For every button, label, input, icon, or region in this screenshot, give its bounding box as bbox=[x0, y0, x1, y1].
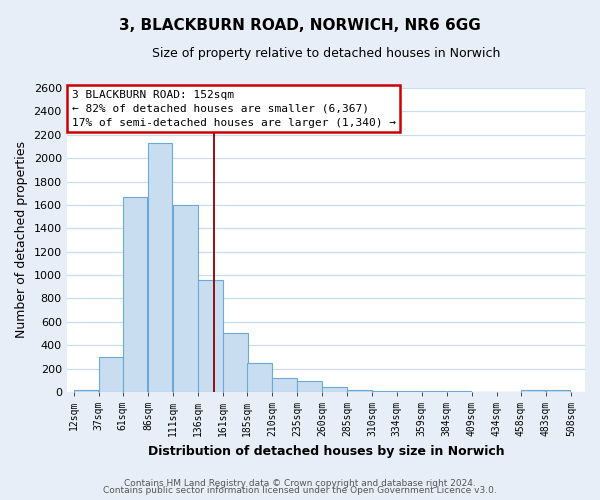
Title: Size of property relative to detached houses in Norwich: Size of property relative to detached ho… bbox=[152, 48, 500, 60]
Bar bbox=[198, 280, 223, 392]
Bar bbox=[347, 390, 372, 392]
Bar bbox=[173, 205, 197, 392]
Bar bbox=[123, 196, 148, 392]
Bar bbox=[322, 387, 347, 392]
Bar bbox=[74, 390, 98, 392]
Text: 3, BLACKBURN ROAD, NORWICH, NR6 6GG: 3, BLACKBURN ROAD, NORWICH, NR6 6GG bbox=[119, 18, 481, 32]
Text: Contains HM Land Registry data © Crown copyright and database right 2024.: Contains HM Land Registry data © Crown c… bbox=[124, 478, 476, 488]
X-axis label: Distribution of detached houses by size in Norwich: Distribution of detached houses by size … bbox=[148, 444, 504, 458]
Bar bbox=[521, 390, 545, 392]
Text: Contains public sector information licensed under the Open Government Licence v3: Contains public sector information licen… bbox=[103, 486, 497, 495]
Text: 3 BLACKBURN ROAD: 152sqm
← 82% of detached houses are smaller (6,367)
17% of sem: 3 BLACKBURN ROAD: 152sqm ← 82% of detach… bbox=[72, 90, 396, 128]
Bar bbox=[397, 391, 421, 392]
Bar bbox=[223, 334, 248, 392]
Bar bbox=[148, 143, 172, 392]
Bar bbox=[546, 390, 571, 392]
Y-axis label: Number of detached properties: Number of detached properties bbox=[15, 142, 28, 338]
Bar bbox=[297, 381, 322, 392]
Bar bbox=[373, 390, 397, 392]
Bar bbox=[247, 362, 272, 392]
Bar bbox=[99, 358, 124, 392]
Bar bbox=[272, 378, 297, 392]
